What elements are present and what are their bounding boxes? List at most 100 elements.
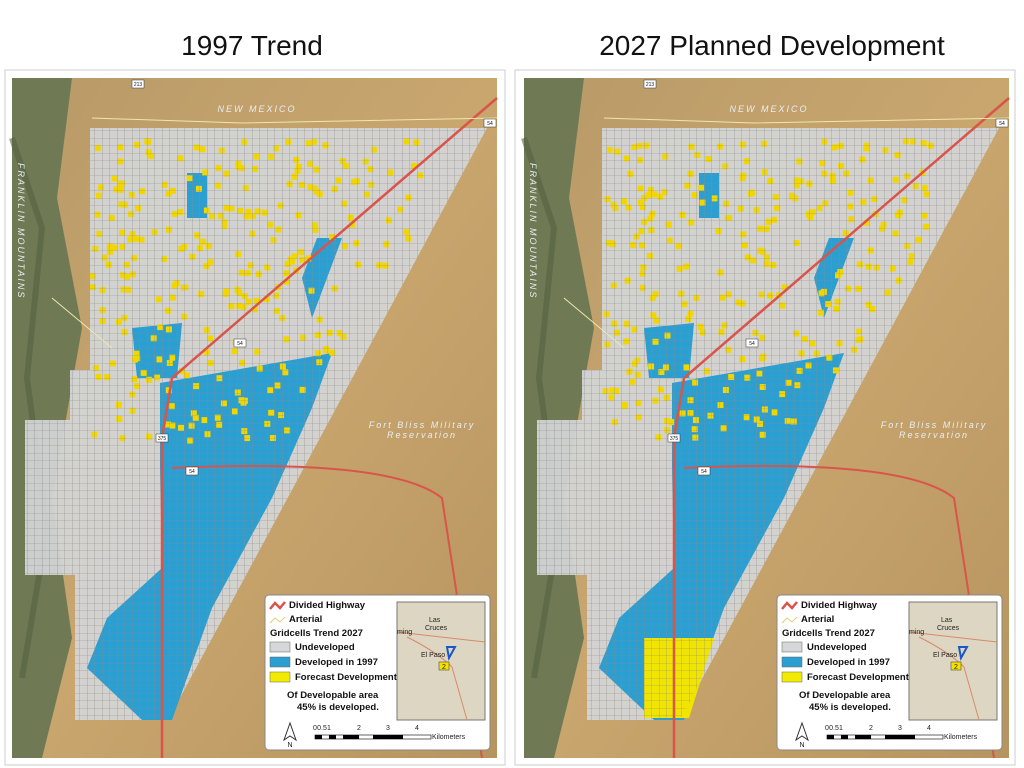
route-shield: [667, 433, 681, 443]
inset-label: Cruces: [425, 625, 448, 632]
inset-label: ming: [909, 629, 924, 636]
divided-highway: [672, 97, 1010, 758]
inset-bg: [908, 601, 998, 721]
north-label: N: [799, 742, 804, 749]
route-number: 375: [670, 436, 679, 442]
legend-swatch: [269, 656, 291, 668]
legend-label: Divided Highway: [801, 600, 878, 611]
route-number: 213: [134, 82, 143, 88]
scale-unit: Kilometers: [944, 734, 978, 741]
state-label: NEW MEXICO: [217, 104, 296, 114]
legend-label: Undeveloped: [295, 642, 355, 653]
scale-label: 0: [313, 725, 317, 732]
route-number: 375: [158, 436, 167, 442]
mountain-ridge: [521, 137, 563, 679]
scale-seg: [315, 735, 322, 739]
inset-marker: [445, 646, 457, 661]
route-shield: [155, 433, 169, 443]
route-shield: [233, 338, 247, 348]
scale-label: 0.5: [317, 725, 327, 732]
north-arrow: [795, 721, 809, 742]
inset-shield-label: 2: [954, 664, 958, 671]
inset-label: ming: [397, 629, 412, 636]
north-arrow: [283, 721, 297, 742]
inset-shield-label: 2: [442, 664, 446, 671]
mountains-label: FRANKLIN MOUNTAINS: [16, 163, 26, 299]
scale-label: 4: [415, 725, 419, 732]
scale-label: 4: [927, 725, 931, 732]
mountains: [524, 78, 594, 758]
legend-swatch: [781, 656, 803, 668]
route-number: 54: [487, 121, 493, 127]
legend-label: Forecast Development: [807, 672, 910, 683]
route-shield: [483, 118, 497, 128]
arterial-swatch: [269, 616, 286, 624]
scale-seg: [373, 735, 403, 739]
route-shield: [745, 338, 759, 348]
route-number: 54: [749, 341, 755, 347]
inset-shield: [950, 661, 962, 671]
scale-unit: Kilometers: [432, 734, 466, 741]
arterial-swatch: [781, 616, 798, 624]
legend-swatch: [269, 671, 291, 683]
scale-label: 1: [839, 725, 843, 732]
panel-title: 2027 Planned Development: [599, 30, 945, 61]
legend: Divided Highway Arterial Gridcells Trend 2…: [776, 594, 1003, 751]
mountain-ridge: [9, 137, 51, 679]
scale-seg: [343, 735, 359, 739]
scale-seg: [841, 735, 848, 739]
inset-label: Las: [429, 617, 441, 624]
base-label: Reservation: [387, 430, 457, 440]
mountains-label: FRANKLIN MOUNTAINS: [528, 163, 538, 299]
route-shield: [697, 466, 711, 476]
legend-swatch: [781, 671, 803, 683]
legend-label: Undeveloped: [807, 642, 867, 653]
route-number: 54: [999, 121, 1005, 127]
scale-label: 2: [357, 725, 361, 732]
route-number: 213: [646, 82, 655, 88]
legend-note: Of Developable area: [287, 690, 379, 701]
north-label: N: [287, 742, 292, 749]
inset-road: [908, 631, 998, 721]
route-shield: [643, 79, 657, 89]
legend-note: 45% is developed.: [809, 702, 891, 713]
mountains: [12, 78, 82, 758]
legend-label: Arterial: [801, 614, 834, 625]
inset-label: El Paso: [933, 652, 957, 659]
legend-swatch: [781, 641, 803, 653]
base-label: Fort Bliss Military: [369, 420, 476, 430]
arterial: [51, 117, 498, 349]
scale-label: 2: [869, 725, 873, 732]
panel-title: 1997 Trend: [181, 30, 323, 61]
scale-label: 1: [327, 725, 331, 732]
route-number: 54: [237, 341, 243, 347]
scale-label: 3: [898, 725, 902, 732]
map: NEW MEXICO FRANKLIN MOUNTAINS Fort Bliss M…: [521, 78, 1010, 759]
legend-label: Developed in 1997: [295, 657, 378, 668]
grid-lines: [25, 128, 487, 720]
legend-label: Divided Highway: [289, 600, 366, 611]
scale-seg: [329, 735, 336, 739]
highway-swatch: [781, 601, 798, 610]
map: NEW MEXICO FRANKLIN MOUNTAINS Fort Bliss M…: [9, 78, 498, 759]
scale-label: 3: [386, 725, 390, 732]
legend: Divided Highway Arterial Gridcells Trend 2…: [264, 594, 491, 751]
route-number: 54: [701, 469, 707, 475]
legend-heading: Gridcells Trend 2027: [782, 628, 875, 639]
scale-seg: [827, 735, 834, 739]
inset-road: [396, 631, 486, 721]
divided-highway: [683, 465, 995, 759]
legend-note: Of Developable area: [799, 690, 891, 701]
route-shield: [131, 79, 145, 89]
scale-label: 0.5: [829, 725, 839, 732]
route-shield: [185, 466, 199, 476]
inset-bg: [396, 601, 486, 721]
inset-label: El Paso: [421, 652, 445, 659]
legend-label: Forecast Development: [295, 672, 398, 683]
highway-swatch: [269, 601, 286, 610]
inset-marker: [957, 646, 969, 661]
